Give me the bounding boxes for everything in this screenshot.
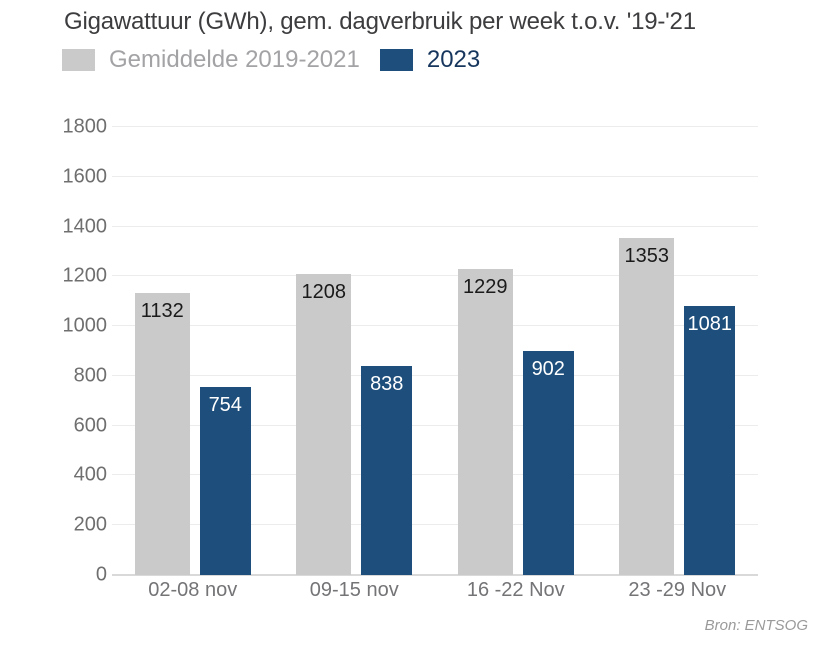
y-tick-label-1400: 1400 [62, 215, 108, 238]
bar-value-label: 1353 [624, 245, 670, 268]
x-axis-labels: 02-08 nov 09-15 nov 16 -22 Nov 23 -29 Nov [112, 579, 758, 602]
gridline-400 [112, 474, 758, 476]
x-axis-label-02-08-nov: 02-08 nov [148, 579, 238, 601]
bar-2023-02-08-nov: 754 [199, 387, 251, 575]
gridline-1800 [112, 126, 758, 127]
legend-item-gemiddelde-2019-2021: Gemiddelde 2019-2021 [62, 46, 360, 74]
bar-gemiddelde-2019-2021-16-22-nov: 1229 [457, 269, 513, 575]
bar-2023-23-29-nov: 1081 [684, 305, 736, 575]
bar-value-label: 1081 [687, 312, 733, 335]
gridline-1600 [112, 175, 758, 177]
source-credit: Bron: ENTSOG [704, 617, 808, 634]
chart-title: Gigawattuur (GWh), gem. dagverbruik per … [64, 8, 696, 35]
bar-groups: 1132 754 1208 838 1229 902 1353 1081 [112, 127, 758, 575]
x-axis-baseline [112, 574, 758, 576]
bar-value-label: 1229 [463, 276, 508, 299]
legend-label-gemiddelde-2019-2021: Gemiddelde 2019-2021 [109, 46, 360, 73]
legend-item-2023: 2023 [379, 46, 481, 74]
y-tick-label-1200: 1200 [62, 264, 108, 287]
legend: Gemiddelde 2019-2021 2023 [62, 46, 480, 74]
gridline-1400 [112, 225, 758, 227]
bar-group-02-08-nov: 1132 754 [112, 127, 274, 575]
y-tick-label-800: 800 [73, 364, 107, 387]
bar-2023-16-22-nov: 902 [522, 350, 574, 575]
bar-gemiddelde-2019-2021-02-08-nov: 1132 [134, 293, 190, 575]
gridline-1200 [112, 275, 758, 277]
bar-value-label: 1132 [140, 300, 184, 323]
y-tick-label-200: 200 [73, 513, 107, 536]
x-axis-label-09-15-nov: 09-15 nov [309, 579, 399, 601]
plot-area: 1132 754 1208 838 1229 902 1353 1081 [112, 126, 758, 576]
y-tick-label-600: 600 [73, 414, 107, 437]
y-tick-label-400: 400 [73, 463, 107, 486]
legend-swatch-gemiddelde-2019-2021 [62, 49, 95, 71]
legend-swatch-2023 [379, 49, 413, 71]
x-axis-label-16-22-nov: 16 -22 Nov [466, 579, 565, 601]
bar-value-label: 838 [370, 373, 404, 396]
bar-value-label: 1208 [301, 281, 347, 304]
gridline-600 [112, 424, 758, 426]
bar-gemiddelde-2019-2021-09-15-nov: 1208 [296, 274, 352, 575]
y-tick-label-1600: 1600 [62, 165, 108, 188]
y-tick-label-1800: 1800 [62, 115, 108, 138]
gridline-1000 [112, 325, 758, 327]
legend-label-2023: 2023 [426, 46, 481, 73]
gridline-800 [112, 374, 758, 376]
gridline-200 [112, 524, 758, 526]
y-tick-label-0: 0 [95, 563, 107, 586]
bar-gemiddelde-2019-2021-23-29-nov: 1353 [619, 238, 675, 575]
x-axis-label-23-29-nov: 23 -29 Nov [628, 579, 727, 601]
bar-2023-09-15-nov: 838 [361, 366, 413, 575]
y-tick-label-1000: 1000 [62, 314, 108, 337]
y-axis-labels: 0 200 400 600 800 1000 1200 1400 1600 1800 [0, 116, 108, 586]
bar-group-09-15-nov: 1208 838 [274, 127, 436, 575]
bar-value-label: 902 [531, 357, 565, 380]
bar-value-label: 754 [208, 394, 242, 417]
bar-group-23-29-nov: 1353 1081 [597, 127, 759, 575]
bar-group-16-22-nov: 1229 902 [435, 127, 597, 575]
